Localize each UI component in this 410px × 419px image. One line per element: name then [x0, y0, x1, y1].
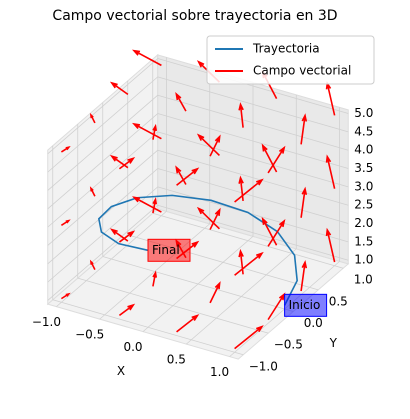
z-tick-label: 3.5 — [354, 161, 373, 175]
z-tick-label: 2.5 — [354, 198, 373, 212]
field-arrow — [89, 186, 96, 197]
field-arrow — [261, 143, 278, 173]
field-arrow — [261, 216, 278, 246]
field-arrow — [196, 206, 220, 230]
z-tick-label: 5.0 — [354, 106, 373, 120]
field-arrow — [152, 270, 158, 287]
field-arrow — [176, 314, 200, 333]
field-arrow — [118, 303, 136, 317]
field-arrow — [300, 259, 308, 292]
legend-label: Campo vectorial — [253, 64, 351, 78]
field-arrow — [209, 207, 221, 230]
field-arrow — [238, 102, 244, 128]
field-arrow — [60, 292, 71, 300]
grid-line — [47, 131, 159, 228]
grid-line — [157, 204, 349, 261]
field-arrow — [300, 113, 308, 145]
z-tick-label: 4.5 — [354, 124, 373, 138]
field-arrow — [109, 228, 129, 242]
field-arrow — [132, 49, 162, 67]
field-arrow — [325, 154, 336, 189]
annotation-text: Inicio — [289, 298, 321, 312]
field-arrow — [175, 165, 187, 185]
z-tick-label: 1.5 — [354, 234, 373, 248]
field-arrow — [234, 325, 264, 350]
x-axis-label: X — [117, 364, 125, 378]
grid-line — [157, 131, 349, 188]
grid-line — [157, 113, 349, 169]
grid-line — [157, 76, 349, 133]
field-arrow — [118, 230, 136, 243]
field-arrow — [109, 154, 129, 169]
field-arrow — [300, 186, 308, 218]
x-tick-label: −1.0 — [32, 315, 61, 329]
grid-line — [152, 212, 344, 269]
chart-title: Campo vectorial sobre trayectoria en 3D — [52, 8, 337, 24]
field-arrow — [238, 175, 244, 202]
legend-box — [206, 35, 375, 85]
annotation-text: Final — [152, 243, 180, 257]
field-arrow — [196, 133, 220, 157]
field-arrow — [176, 167, 200, 186]
annotation-box — [284, 293, 328, 317]
grid-line — [157, 186, 349, 243]
y-tick-label: −0.5 — [274, 338, 303, 352]
field-arrow — [132, 196, 162, 213]
field-arrow — [118, 157, 136, 170]
grid-line — [47, 94, 159, 191]
y-tick-label: 0.5 — [329, 294, 348, 308]
grid-line — [52, 299, 244, 356]
field-arrow — [267, 145, 286, 174]
grid-line — [77, 277, 269, 334]
grid-line — [157, 168, 349, 224]
field-arrow — [132, 122, 162, 140]
field-arrow — [60, 146, 71, 153]
field-arrow — [325, 227, 336, 263]
y-tick-label: −1.0 — [249, 359, 278, 373]
field-arrow — [234, 251, 264, 276]
grid-line — [47, 58, 159, 155]
grid-line — [102, 256, 294, 312]
grid-line — [47, 168, 159, 265]
field-arrow — [60, 219, 71, 226]
y-axis-label: Y — [329, 336, 338, 350]
y-tick-label: 0.0 — [304, 316, 323, 330]
grid-line — [47, 113, 159, 210]
z-tick-label: 3.0 — [354, 179, 373, 193]
z-tick-label: 1.0 — [354, 253, 373, 267]
trajectory-line — [97, 194, 298, 306]
y-tick-label: 1.0 — [354, 273, 373, 287]
field-arrow — [109, 81, 129, 96]
grid-line — [47, 149, 159, 246]
field-arrow — [152, 197, 158, 214]
z-tick-label: 4.0 — [354, 143, 373, 157]
field-arrow — [152, 123, 158, 140]
grid-line — [157, 149, 349, 206]
x-tick-label: −0.5 — [75, 328, 104, 342]
x-tick-label: 1.0 — [210, 365, 229, 379]
annotation-box — [147, 238, 191, 262]
grid-line — [47, 76, 159, 173]
field-arrow — [238, 248, 244, 275]
grid-line — [157, 94, 349, 151]
field-arrow — [209, 281, 221, 304]
field-arrow — [234, 178, 264, 203]
x-tick-label: 0.5 — [167, 353, 186, 367]
field-arrow — [89, 112, 96, 124]
grid-line — [157, 58, 349, 114]
z-tick-label: 2.0 — [354, 216, 373, 230]
grid-line — [47, 186, 159, 283]
grid-line — [47, 204, 159, 301]
field-arrow — [209, 134, 221, 157]
field-arrow — [89, 259, 96, 270]
field-arrow — [175, 92, 187, 112]
legend-label: Trayectoria — [252, 42, 320, 56]
field-arrow — [267, 219, 286, 247]
x-tick-label: 0.0 — [123, 340, 142, 354]
